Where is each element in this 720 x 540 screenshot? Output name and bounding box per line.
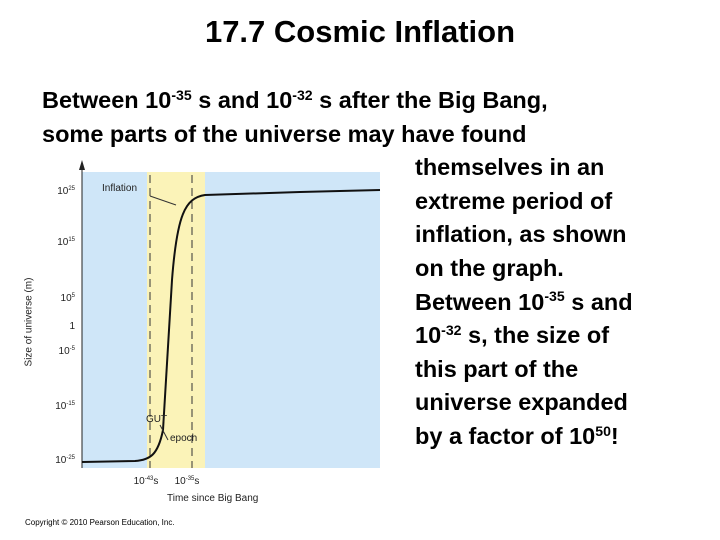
superscript: -43 [144,476,154,483]
text-run: extreme period of [415,187,613,214]
text-run: themselves in an [415,154,605,181]
label-pointer [149,195,177,206]
text-run: 1 [69,321,75,332]
slide-title: 17.7 Cosmic Inflation [204,14,516,49]
text-run: Between 10 [42,87,172,113]
text-run: by a factor of 10 [415,423,596,449]
x-axis-label: Time since Big Bang [167,493,259,504]
text-run: 10 [55,455,67,466]
superscript: -35 [185,476,195,483]
superscript: -35 [544,288,565,305]
superscript: -15 [66,401,75,408]
superscript: -35 [171,86,192,103]
body-line: inflation, as shown [415,219,627,249]
superscript: -5 [69,346,75,353]
copyright: Copyright © 2010 Pearson Education, Inc. [25,518,175,527]
x-tick-label: 10-43s [134,476,159,489]
text-run: some parts of the universe may have foun… [42,120,527,147]
body-line: Between 10-35 s and 10-32 s after the Bi… [42,85,548,118]
body-line: some parts of the universe may have foun… [42,119,527,149]
superscript: -25 [66,455,75,462]
body-line: on the graph. [415,253,564,283]
text-run: 10 [58,346,70,357]
text-run: on the graph. [415,255,564,281]
text-run: 10 [55,401,67,412]
text-run: inflation, as shown [415,221,627,248]
body-line: 10-32 s, the size of [415,320,609,353]
text-run: s [153,476,159,487]
text-run: s and [564,288,633,315]
y-tick-label: 10-15 [55,401,75,414]
body-line: this part of the [415,354,578,384]
y-tick-label: 1015 [57,237,75,250]
body-line: universe expanded [415,387,628,417]
size-curve [81,189,381,463]
superscript: 15 [68,237,75,244]
text-run: Between 10 [415,288,545,315]
body-line: Between 10-35 s and [415,287,633,320]
superscript: -32 [292,86,313,103]
text-run: this part of the [415,355,579,382]
superscript: 25 [68,186,75,193]
plot-background [82,172,380,468]
text-run: s and 10 [191,87,293,113]
body-line: by a factor of 1050! [415,421,619,454]
y-tick-label: 1025 [57,186,75,199]
text-run: s after the Big Bang, [312,87,548,113]
label-pointer [159,424,169,441]
gut-label: GUT [146,414,168,425]
text-run: ! [610,423,619,449]
y-tick-label: 1 [69,321,75,333]
text-run: 10 [57,237,69,248]
text-run: 10 [415,322,442,349]
text-run: 10 [57,186,69,197]
body-line: extreme period of [415,186,612,216]
y-axis-label: Size of universe (m) [23,277,35,367]
epoch-label: epoch [170,433,198,444]
inflation-band [147,172,205,468]
text-run: 10 [60,293,72,304]
y-tick-label: 10-25 [55,455,75,468]
axis-arrow [79,160,85,170]
y-tick-label: 105 [61,293,75,306]
superscript: -32 [441,321,462,338]
inflation-label: Inflation [102,183,138,194]
y-tick-label: 10-5 [59,346,75,359]
body-line: themselves in an [415,152,604,182]
text-run: s, the size of [461,322,610,349]
text-run: s [194,476,200,487]
superscript: 50 [595,422,611,439]
x-tick-label: 10-35s [175,476,200,489]
text-run: universe expanded [415,389,628,416]
text-run: 10 [174,476,186,487]
text-run: 10 [133,476,145,487]
superscript: 5 [71,293,75,300]
